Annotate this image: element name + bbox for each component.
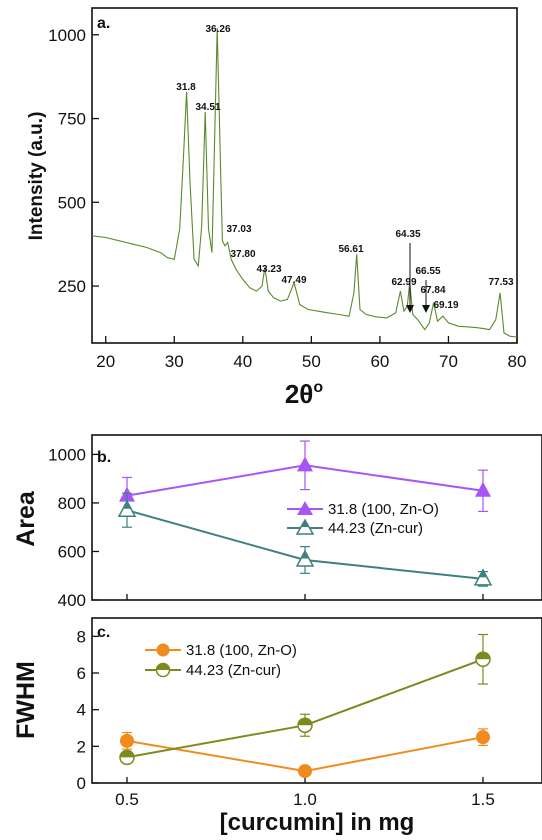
peak-label: 69.19 xyxy=(433,300,458,311)
x-tick-label: 0.5 xyxy=(115,790,139,809)
legend-b-marker-1 xyxy=(297,501,313,515)
panel-c-x-axis-title: [curcumin] in mg xyxy=(220,809,415,836)
panel-c-legend: 31.8 (100, Zn-O) 44.23 (Zn-cur) xyxy=(145,642,297,679)
peak-label: 47.49 xyxy=(281,275,306,286)
peak-label: 37.03 xyxy=(226,224,251,235)
panel-b-axes: 400 600 800 1000 xyxy=(48,445,484,610)
y-tick-label: 400 xyxy=(58,591,86,610)
data-point xyxy=(298,764,312,779)
panel-a-label: a. xyxy=(97,15,110,32)
y-tick-label: 6 xyxy=(77,664,86,683)
y-tick-label: 500 xyxy=(58,193,86,212)
panel-c: c. 0 2 4 6 8 0.5 1.0 1.5 31.8 (100, Zn-O) 44.23… xyxy=(12,617,542,836)
peak-label: 62.99 xyxy=(391,277,416,288)
y-tick-label: 0 xyxy=(77,774,86,793)
series-line xyxy=(126,658,484,759)
peak-label: 31.8 xyxy=(176,82,196,93)
y-tick-label: 8 xyxy=(77,627,86,646)
data-point-fill xyxy=(479,569,487,578)
x-tick-label: 1.5 xyxy=(471,790,495,809)
x-tick-label: 20 xyxy=(96,352,115,371)
panel-c-axes: 0 2 4 6 8 0.5 1.0 1.5 xyxy=(77,627,495,809)
panel-b-legend: 31.8 (100, Zn-O) 44.23 (Zn-cur) xyxy=(287,501,439,537)
data-point-half xyxy=(476,652,490,660)
peak-label: 43.23 xyxy=(256,264,281,275)
panel-c-y-axis-title: FWHM xyxy=(12,661,40,739)
legend-c-marker-1 xyxy=(156,643,170,657)
panel-a: a. 20 30 40 50 60 70 80 250 500 750 1000 31.8 34.51… xyxy=(26,7,526,409)
x-tick-label: 30 xyxy=(165,352,184,371)
x-tick-label: 70 xyxy=(439,352,458,371)
legend-c-label-1: 31.8 (100, Zn-O) xyxy=(186,642,297,659)
data-point-fill xyxy=(123,501,131,509)
legend-b-label-1: 31.8 (100, Zn-O) xyxy=(328,501,439,518)
panel-b-label: b. xyxy=(97,449,111,466)
legend-b-marker-2-fill xyxy=(301,520,309,527)
x-tick-label: 50 xyxy=(302,352,321,371)
y-tick-label: 600 xyxy=(58,542,86,561)
y-tick-label: 250 xyxy=(58,277,86,296)
data-point xyxy=(120,733,134,748)
legend-c-label-2: 44.23 (Zn-cur) xyxy=(186,662,281,679)
panel-a-x-axis-title-main: 2θ xyxy=(285,379,314,409)
legend-c-marker-2-half xyxy=(156,663,170,670)
y-tick-label: 800 xyxy=(58,494,86,513)
y-tick-label: 1000 xyxy=(48,445,86,464)
data-point-half xyxy=(298,718,312,726)
panel-a-x-axis-title-sup: o xyxy=(313,379,323,396)
peak-label: 77.53 xyxy=(488,277,513,288)
panel-a-frame xyxy=(91,7,518,344)
peak-arrow-head xyxy=(406,305,414,313)
panel-c-plot xyxy=(119,633,491,779)
xrd-pattern-line xyxy=(91,28,518,338)
peak-label: 67.84 xyxy=(420,285,445,296)
data-point xyxy=(476,730,490,745)
panel-c-frame xyxy=(91,617,542,784)
legend-b-label-2: 44.23 (Zn-cur) xyxy=(328,520,423,537)
data-point-fill xyxy=(301,550,309,559)
y-tick-label: 1000 xyxy=(48,26,86,45)
peak-label: 36.26 xyxy=(205,24,230,35)
peak-label: 66.55 xyxy=(415,266,440,277)
peak-label: 34.51 xyxy=(195,102,220,113)
data-point-half xyxy=(120,750,134,758)
y-tick-label: 750 xyxy=(58,110,86,129)
y-tick-label: 4 xyxy=(77,701,86,720)
x-tick-label: 80 xyxy=(508,352,527,371)
x-tick-label: 1.0 xyxy=(293,790,317,809)
panel-c-label: c. xyxy=(97,624,110,641)
y-tick-label: 2 xyxy=(77,737,86,756)
data-point xyxy=(297,456,313,472)
panel-b: b. 400 600 800 1000 31.8 (100, Zn-O) 44.23 … xyxy=(12,434,542,610)
panel-b-frame xyxy=(91,434,542,601)
panel-b-plot xyxy=(117,440,493,587)
x-tick-label: 60 xyxy=(370,352,389,371)
peak-arrow-head xyxy=(422,305,430,313)
peak-label: 64.35 xyxy=(395,229,420,240)
peak-label: 37.80 xyxy=(230,249,255,260)
panel-a-axes: 20 30 40 50 60 70 80 250 500 750 1000 xyxy=(48,26,526,371)
panel-a-y-axis-title: Intensity (a.u.) xyxy=(26,112,47,241)
panel-a-x-axis-title: 2θo xyxy=(285,379,324,409)
panel-b-y-axis-title: Area xyxy=(12,490,40,547)
peak-label: 56.61 xyxy=(338,244,363,255)
panel-a-plot xyxy=(91,28,518,338)
data-point xyxy=(475,481,491,497)
x-tick-label: 40 xyxy=(233,352,252,371)
